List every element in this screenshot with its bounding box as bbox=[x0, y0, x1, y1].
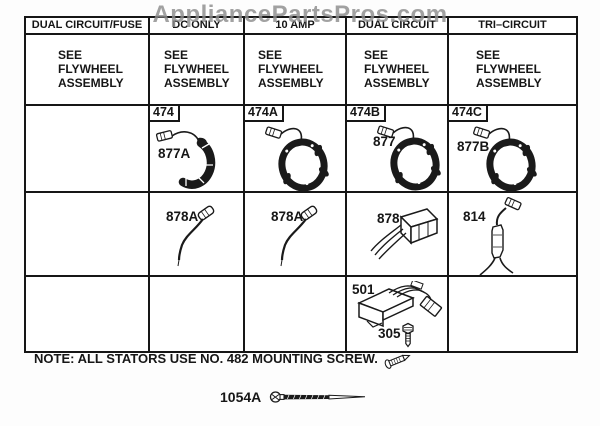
stator-ring-illustration bbox=[265, 126, 329, 192]
header-10-amp: 10 AMP bbox=[245, 18, 347, 35]
ref-label-474: 474 bbox=[150, 106, 180, 122]
plug-connector-illustration bbox=[370, 208, 439, 260]
part-label-305: 305 bbox=[378, 326, 401, 341]
lead-wire-illustration bbox=[280, 205, 318, 267]
flywheel-note-col3: SEE FLYWHEEL ASSEMBLY bbox=[245, 35, 347, 106]
stator-cell-10amp: 474A bbox=[245, 106, 347, 193]
screw-illustration bbox=[402, 322, 414, 348]
part-label-501: 501 bbox=[352, 282, 375, 297]
harness-illustration bbox=[479, 197, 522, 276]
part-label-814: 814 bbox=[463, 209, 486, 224]
mounting-screw-note: NOTE: ALL STATORS USE NO. 482 MOUNTING S… bbox=[34, 346, 411, 371]
ref-label-474a: 474A bbox=[245, 106, 284, 122]
header-dual-circuit: DUAL CIRCUIT bbox=[347, 18, 449, 35]
parts-table: DUAL CIRCUIT/FUSE DC ONLY 10 AMP DUAL CI… bbox=[24, 16, 578, 353]
flywheel-note-col4: SEE FLYWHEEL ASSEMBLY bbox=[347, 35, 449, 106]
partial-stator-illustration bbox=[155, 130, 216, 189]
regulator-module-illustration bbox=[357, 281, 443, 328]
regulator-row-col5-empty bbox=[449, 277, 576, 351]
ref-label-474c: 474C bbox=[449, 106, 488, 122]
header-dual-circuit-fuse: DUAL CIRCUIT/FUSE bbox=[26, 18, 150, 35]
lead-cell-dc: 878A bbox=[150, 193, 245, 277]
regulator-row-col1-empty bbox=[26, 277, 150, 351]
regulator-row-col2-empty bbox=[150, 277, 245, 351]
part-label-1054a: 1054A bbox=[220, 389, 262, 405]
stator-cell-dc: 474 877A bbox=[150, 106, 245, 193]
stator-cell-tri: 474C 877B bbox=[449, 106, 576, 193]
part-label-877b: 877B bbox=[457, 139, 490, 154]
part-label-878: 878 bbox=[377, 211, 400, 226]
stator-ring-illustration bbox=[473, 126, 537, 192]
part-label-877a: 877A bbox=[158, 146, 191, 161]
lead-wire-illustration bbox=[177, 205, 215, 267]
watermark: AppliancePartsPros.com bbox=[152, 1, 448, 28]
header-tri-circuit: TRI–CIRCUIT bbox=[449, 18, 576, 35]
stator-cell-dual: 474B 877 bbox=[347, 106, 449, 193]
ref-label-474b: 474B bbox=[347, 106, 386, 122]
lead-cell-10amp: 878A bbox=[245, 193, 347, 277]
part-label-878a: 878A bbox=[271, 209, 304, 224]
lead-cell-tri: 814 bbox=[449, 193, 576, 277]
note-text: NOTE: ALL STATORS USE NO. 482 MOUNTING S… bbox=[34, 351, 378, 366]
stator-row-col1-empty bbox=[26, 106, 150, 193]
flywheel-note-col5: SEE FLYWHEEL ASSEMBLY bbox=[449, 35, 576, 106]
stator-ring-illustration bbox=[377, 125, 441, 191]
mounting-screw-icon bbox=[384, 354, 411, 369]
lead-row-col1-empty bbox=[26, 193, 150, 277]
header-dc-only: DC ONLY bbox=[150, 18, 245, 35]
regulator-cell-dual: 501 305 bbox=[347, 277, 449, 351]
long-bolt-illustration bbox=[270, 391, 366, 403]
flywheel-note-col2: SEE FLYWHEEL ASSEMBLY bbox=[150, 35, 245, 106]
lead-cell-dual: 878 bbox=[347, 193, 449, 277]
part-label-878a: 878A bbox=[166, 209, 199, 224]
flywheel-note-col1: SEE FLYWHEEL ASSEMBLY bbox=[26, 35, 150, 106]
part-label-877: 877 bbox=[373, 134, 396, 149]
footer-part-row: 1054A bbox=[220, 389, 369, 405]
regulator-row-col3-empty bbox=[245, 277, 347, 351]
